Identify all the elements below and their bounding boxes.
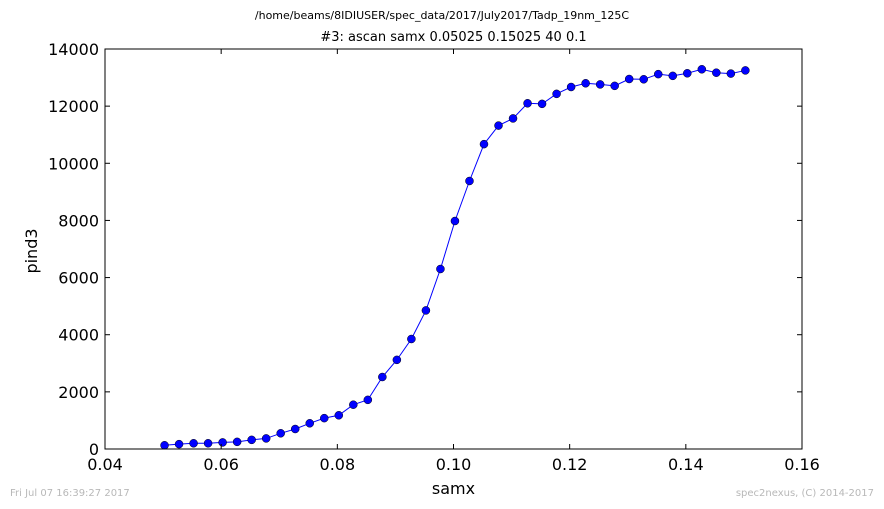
data-point — [436, 264, 445, 274]
footer-credit: spec2nexus, (C) 2014-2017 — [735, 488, 874, 499]
data-point — [581, 79, 590, 88]
data-point — [276, 429, 285, 438]
x-tick-label: 0.10 — [436, 455, 472, 474]
data-point — [697, 65, 707, 74]
data-point — [479, 139, 489, 149]
data-point — [595, 80, 605, 89]
data-point — [610, 81, 619, 91]
data-point — [218, 438, 227, 447]
data-point — [726, 69, 736, 78]
y-tick-label: 4000 — [58, 326, 99, 345]
data-point — [261, 434, 271, 443]
data-point — [320, 413, 329, 423]
x-tick-label: 0.12 — [552, 455, 588, 474]
data-point — [465, 176, 474, 186]
data-point — [363, 395, 373, 405]
data-point — [566, 82, 576, 92]
x-axis-label: samx — [432, 479, 475, 498]
x-tick-label: 0.04 — [87, 455, 123, 474]
data-point — [653, 69, 663, 79]
y-tick-label: 12000 — [48, 97, 99, 116]
data-point — [537, 99, 547, 109]
data-point — [450, 216, 460, 226]
data-point — [639, 75, 648, 84]
data-point — [552, 89, 561, 99]
data-point — [392, 355, 402, 365]
plot-frame — [104, 48, 803, 450]
y-tick-label: 2000 — [58, 383, 99, 402]
data-point — [407, 334, 416, 344]
data-point — [232, 437, 242, 447]
data-point — [247, 435, 256, 445]
data-point — [421, 306, 431, 315]
data-point — [508, 114, 518, 123]
data-point — [305, 419, 314, 428]
y-tick-label: 0 — [89, 440, 99, 459]
y-tick-label: 10000 — [48, 154, 99, 173]
data-point — [290, 424, 300, 434]
data-point — [174, 439, 184, 449]
x-tick-label: 0.16 — [784, 455, 820, 474]
x-tick-label: 0.06 — [203, 455, 239, 474]
y-axis-label: pind3 — [22, 228, 41, 273]
x-tick-label: 0.14 — [668, 455, 704, 474]
data-point — [683, 69, 692, 78]
figure-suptitle: /home/beams/8IDIUSER/spec_data/2017/July… — [254, 9, 630, 22]
data-point — [160, 441, 169, 450]
data-point — [189, 439, 198, 448]
y-tick-labels: 0 2000 4000 6000 8000 10000 12000 14000 — [48, 40, 99, 459]
data-point — [494, 121, 503, 130]
data-point — [378, 372, 387, 382]
data-point — [741, 66, 750, 75]
data-point — [624, 74, 634, 84]
data-point — [203, 439, 213, 448]
data-point — [523, 99, 532, 108]
series-line — [164, 68, 746, 446]
x-tick-labels: 0.04 0.06 0.08 0.10 0.12 0.14 0.16 — [87, 455, 820, 474]
y-tick-label: 14000 — [48, 40, 99, 59]
plot-title: #3: ascan samx 0.05025 0.15025 40 0.1 — [320, 30, 587, 45]
data-point — [334, 411, 344, 420]
data-point — [712, 68, 721, 77]
data-point — [349, 400, 358, 409]
y-tick-label: 8000 — [58, 211, 99, 230]
axis-ticks — [104, 48, 803, 450]
data-point — [668, 71, 678, 81]
x-tick-label: 0.08 — [320, 455, 356, 474]
footer-timestamp: Fri Jul 07 16:39:27 2017 — [10, 488, 130, 499]
data-series — [160, 65, 750, 450]
y-tick-label: 6000 — [58, 269, 99, 288]
